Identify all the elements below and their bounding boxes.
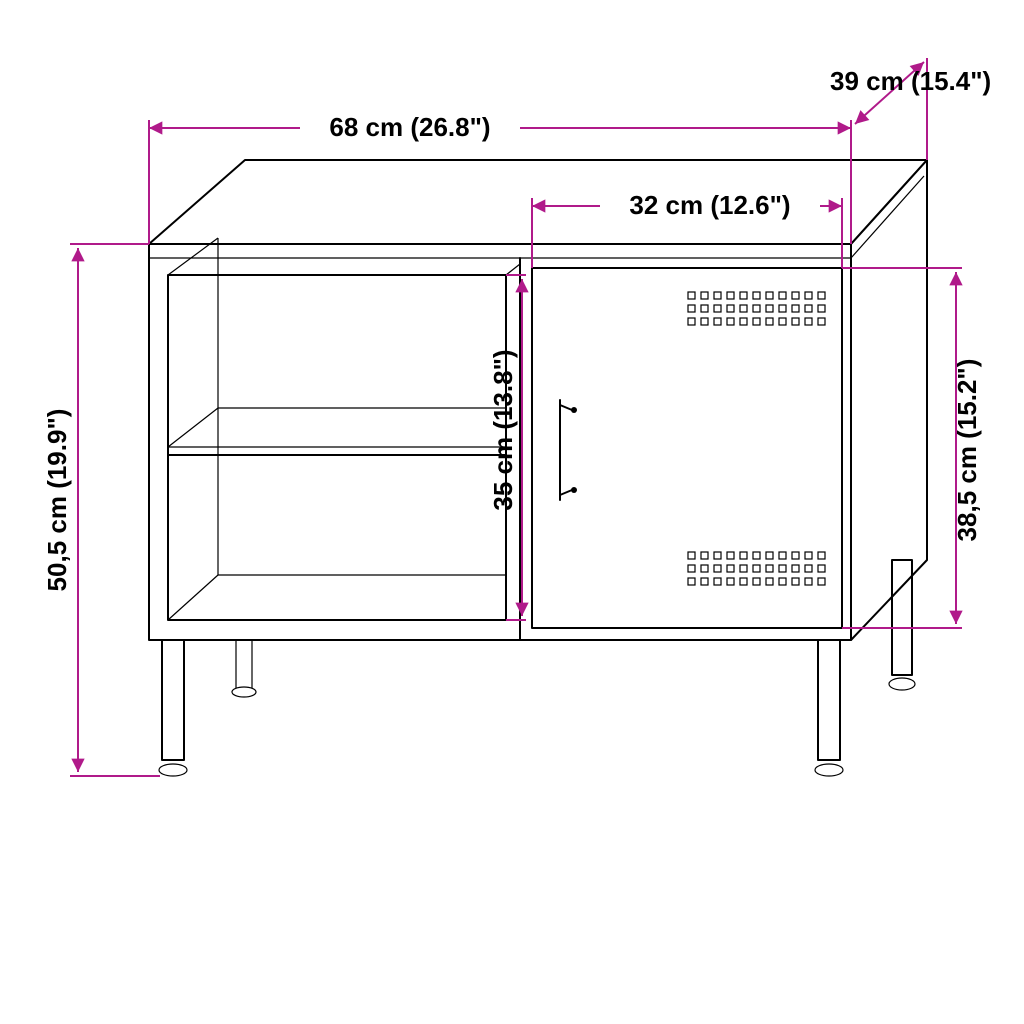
door-vents-lower bbox=[688, 552, 825, 585]
dim-label-depth: 39 cm (15.4") bbox=[830, 66, 991, 96]
door-vents-upper bbox=[688, 292, 825, 325]
dim-label-door_height: 38,5 cm (15.2") bbox=[952, 359, 982, 542]
legs bbox=[159, 560, 915, 776]
dim-label-shelf_height: 35 cm (13.8") bbox=[488, 349, 518, 510]
cabinet-drawing bbox=[149, 160, 927, 776]
dim-label-width: 68 cm (26.8") bbox=[329, 112, 490, 142]
dim-label-total_height: 50,5 cm (19.9") bbox=[42, 409, 72, 592]
dim-label-door_width: 32 cm (12.6") bbox=[629, 190, 790, 220]
door-handle bbox=[560, 400, 577, 500]
